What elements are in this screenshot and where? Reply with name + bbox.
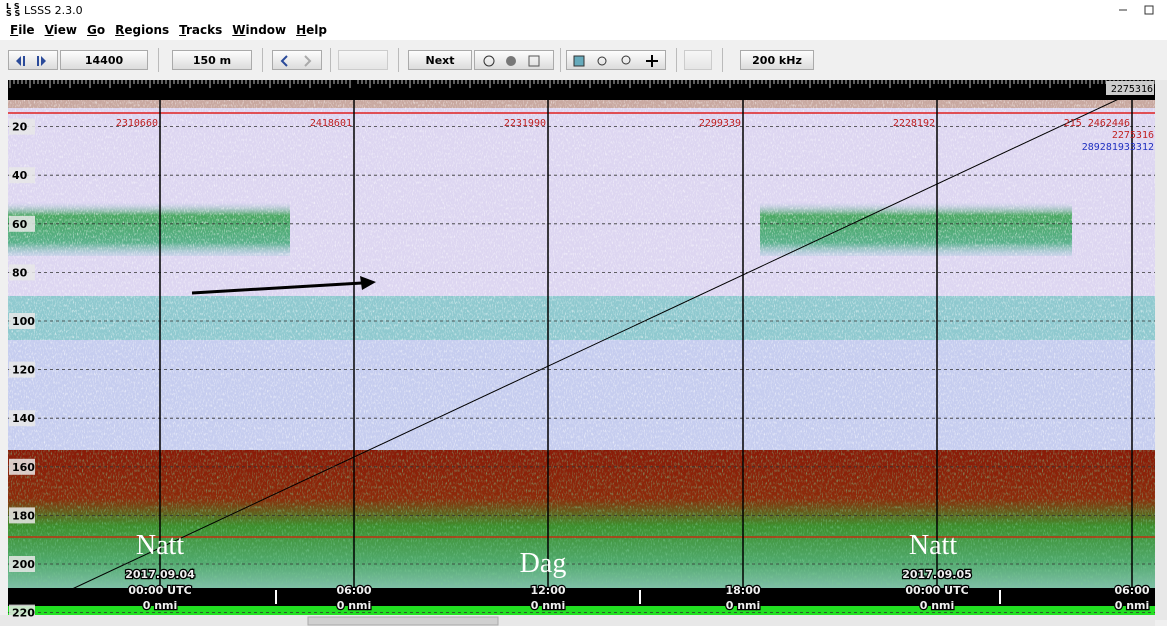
distance-label: 0 nmi bbox=[143, 599, 178, 612]
right-label: 289281933312 bbox=[1082, 142, 1154, 153]
edit-tools[interactable] bbox=[566, 50, 666, 70]
depth-label: 20 bbox=[12, 121, 28, 134]
play-buttons[interactable] bbox=[8, 50, 58, 70]
annotation: Natt bbox=[136, 530, 184, 561]
range-selector[interactable]: 150 m bbox=[172, 50, 252, 70]
menu-item[interactable]: Regions bbox=[115, 23, 169, 37]
window-title: LSSS 2.3.0 bbox=[24, 4, 83, 17]
ping-label: 215 2462446 bbox=[1064, 118, 1130, 129]
record-button[interactable] bbox=[684, 50, 712, 70]
depth-label: 220 bbox=[12, 607, 35, 620]
menu-item[interactable]: Tracks bbox=[179, 23, 222, 37]
ping-label: 2418601 bbox=[310, 118, 352, 129]
toolbar: 14400 seconds 150 m Next region 200 kHz bbox=[0, 44, 1167, 74]
frequency-selector[interactable]: 200 kHz bbox=[740, 50, 814, 70]
scrollbar[interactable] bbox=[0, 615, 1155, 626]
region-tools[interactable] bbox=[474, 50, 554, 70]
window-controls[interactable] bbox=[1117, 4, 1157, 16]
time-label: 12:00 bbox=[530, 584, 565, 597]
ping-label: 2310660 bbox=[116, 118, 158, 129]
depth-label: 140 bbox=[12, 412, 35, 425]
right-label: 2275316 bbox=[1112, 130, 1154, 141]
menu-item[interactable]: View bbox=[45, 23, 77, 37]
noise bbox=[8, 100, 1155, 450]
next-region-button[interactable]: Next region bbox=[408, 50, 472, 70]
bottom-band bbox=[8, 606, 1155, 615]
menu-item[interactable]: File bbox=[10, 23, 35, 37]
depth-label: 80 bbox=[12, 266, 28, 279]
distance-label: 0 nmi bbox=[531, 599, 566, 612]
depth-label: 60 bbox=[12, 218, 28, 231]
lsss-window: L SS S LSSS 2.3.0 File View Go Regions Track… bbox=[0, 0, 1167, 626]
undo-redo[interactable] bbox=[338, 50, 388, 70]
annotation: Natt bbox=[909, 530, 957, 561]
nav-buttons[interactable] bbox=[272, 50, 322, 70]
date-label: 2017.09.05 bbox=[902, 568, 972, 581]
time-label: 18:00 bbox=[725, 584, 760, 597]
time-label: 00:00 UTC bbox=[905, 584, 968, 597]
depth-label: 200 bbox=[12, 558, 35, 571]
top-ping: 2275316 bbox=[1111, 84, 1153, 95]
ping-label: 2228192 bbox=[893, 118, 935, 129]
duration-button[interactable]: 14400 seconds bbox=[60, 50, 148, 70]
menu-item[interactable]: Go bbox=[87, 23, 105, 37]
time-label: 06:00 bbox=[1114, 584, 1149, 597]
distance-label: 0 nmi bbox=[920, 599, 955, 612]
depth-label: 180 bbox=[12, 509, 35, 522]
menu-item[interactable]: Help bbox=[296, 23, 327, 37]
depth-label: 40 bbox=[12, 169, 28, 182]
time-label: 06:00 bbox=[336, 584, 371, 597]
distance-label: 0 nmi bbox=[337, 599, 372, 612]
depth-label: 100 bbox=[12, 315, 35, 328]
menu-item[interactable]: Window bbox=[232, 23, 286, 37]
depth-label: 120 bbox=[12, 364, 35, 377]
annotation: Dag bbox=[520, 548, 567, 579]
date-label: 2017.09.04 bbox=[125, 568, 195, 581]
time-label: 00:00 UTC bbox=[128, 584, 191, 597]
ping-label: 2299339 bbox=[699, 118, 741, 129]
distance-label: 0 nmi bbox=[1115, 599, 1150, 612]
scroll-thumb[interactable] bbox=[308, 617, 498, 625]
depth-label: 160 bbox=[12, 461, 35, 474]
ping-label: 2231990 bbox=[504, 118, 546, 129]
echogram: 20 40 60 80 100 120 140 160 180 200 220 2310660 2418… bbox=[0, 76, 1167, 626]
scrollbar[interactable] bbox=[1155, 80, 1167, 620]
distance-label: 0 nmi bbox=[726, 599, 761, 612]
menu-bar: File View Go Regions Tracks Window Help bbox=[0, 20, 1167, 40]
